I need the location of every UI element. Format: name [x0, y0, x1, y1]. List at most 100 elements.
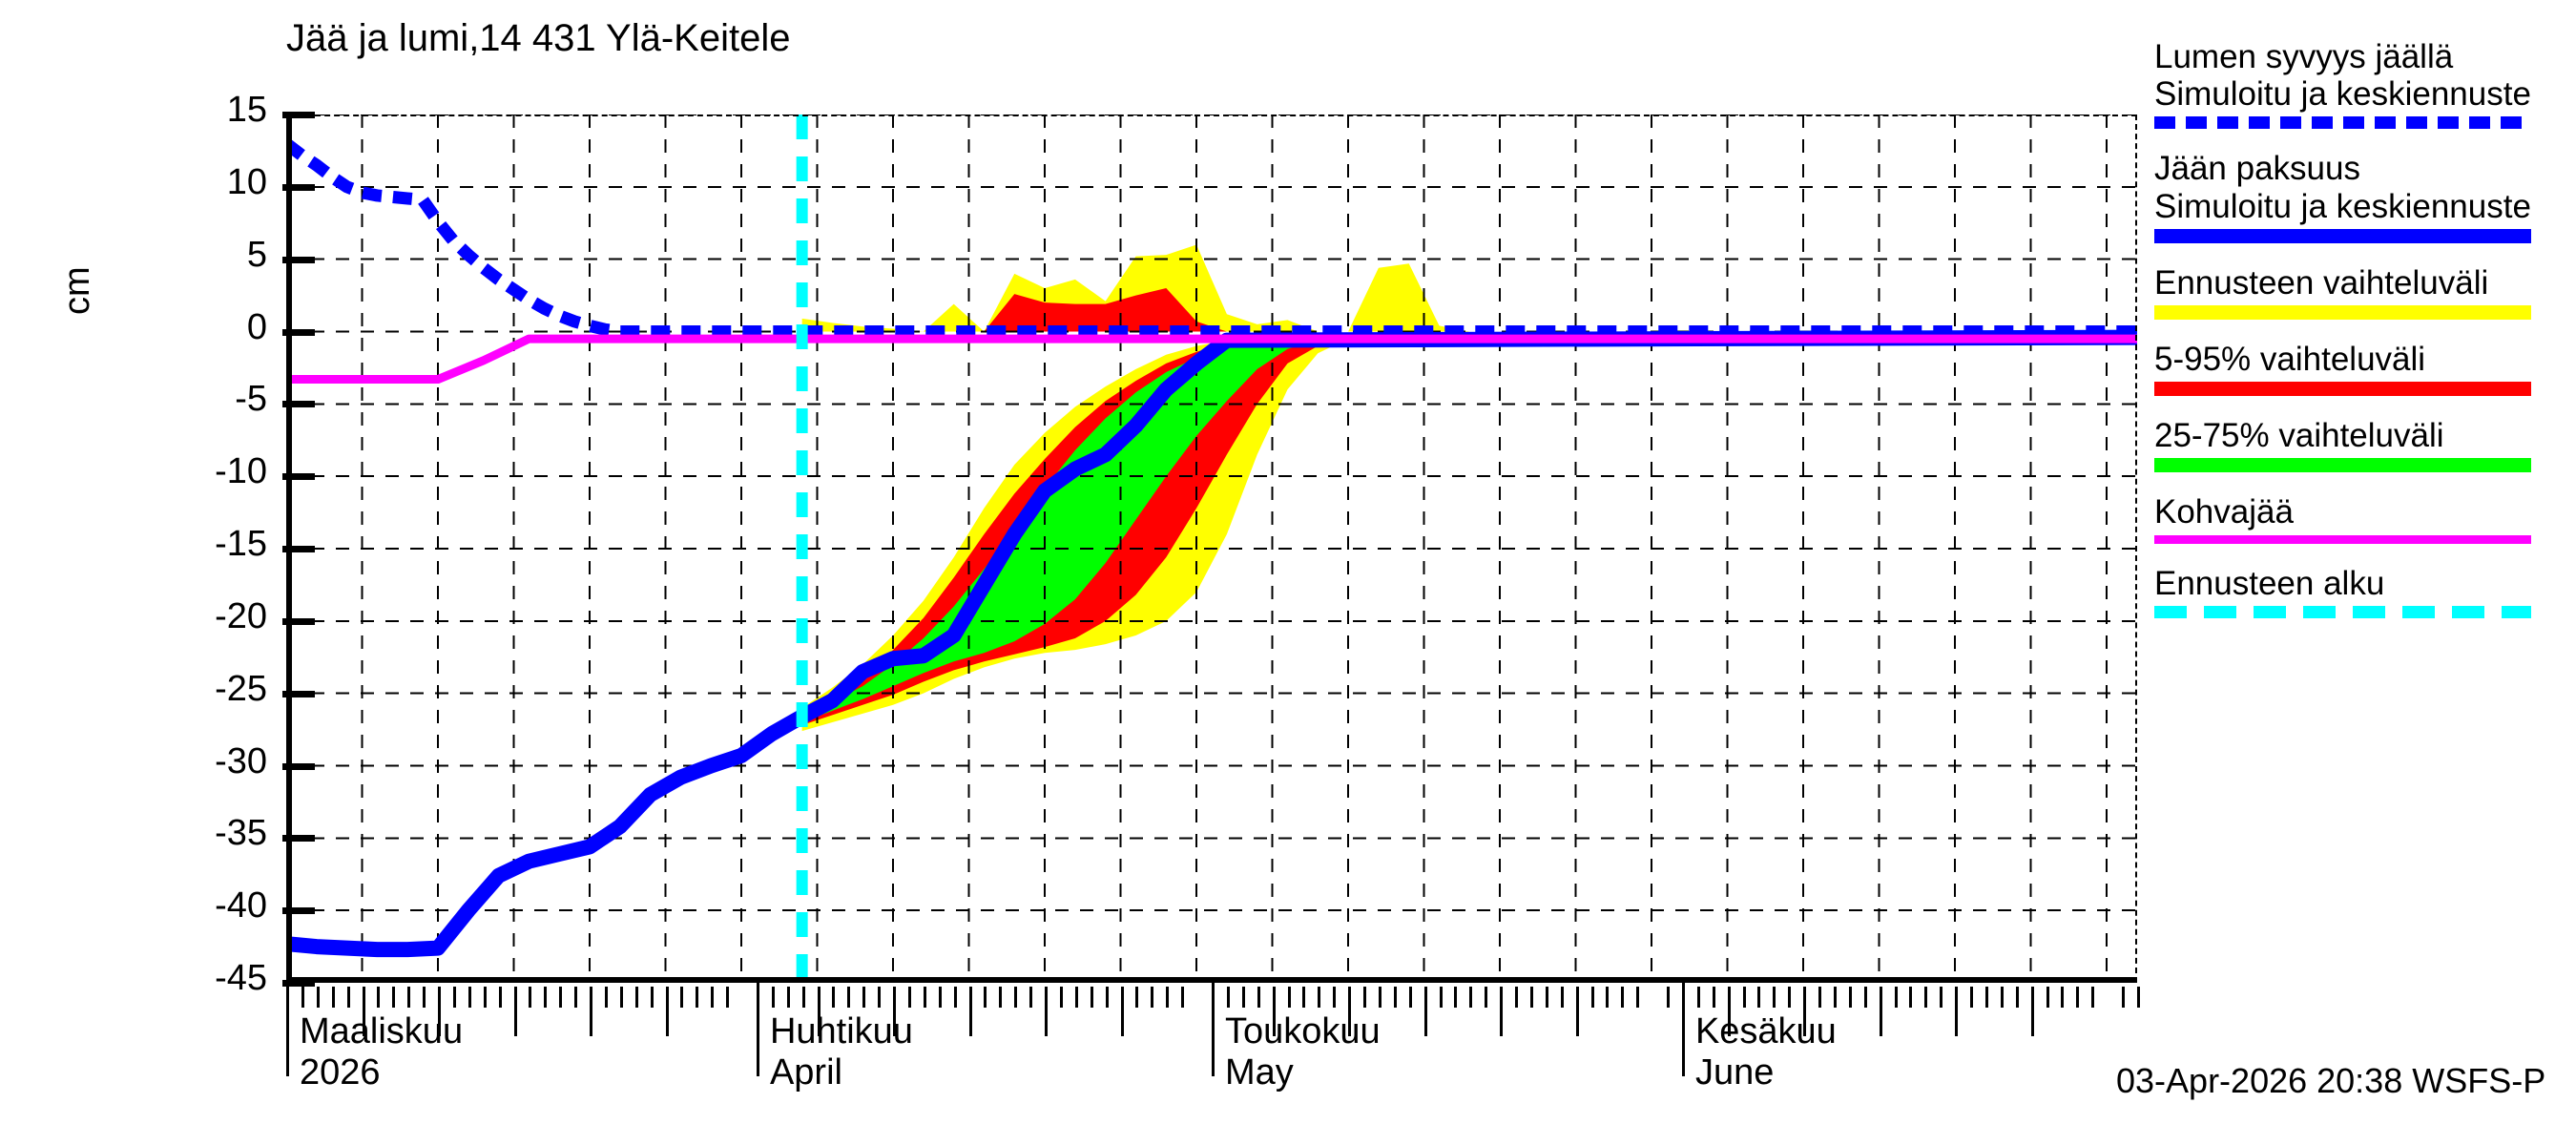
y-tick-mark: [282, 835, 315, 843]
y-tick-mark: [282, 473, 315, 481]
y-tick-mark: [282, 112, 315, 118]
x-minor-tick: [1560, 987, 1564, 1008]
x-minor-tick: [1773, 987, 1776, 1008]
y-tick-mark: [282, 907, 315, 915]
x-major-tick: [1681, 983, 1685, 1076]
legend-swatch-forecast-range: [2154, 304, 2531, 320]
x-minor-tick: [650, 987, 654, 1008]
x-minor-tick: [2091, 987, 2095, 1008]
x-minor-tick: [346, 987, 350, 1008]
x-minor-tick: [574, 987, 578, 1008]
x-minor-tick: [407, 987, 411, 1008]
y-tick-label: 5: [246, 234, 267, 275]
x-minor-tick: [847, 987, 851, 1008]
legend-label-primary: Ennusteen alku: [2154, 564, 2385, 602]
x-minor-tick: [817, 987, 821, 1036]
x-minor-tick: [467, 987, 471, 1008]
y-tick-mark: [282, 328, 315, 336]
x-minor-tick: [1105, 987, 1109, 1008]
y-tick-mark: [282, 401, 315, 408]
x-minor-tick: [1333, 987, 1337, 1008]
y-tick-label: -5: [235, 379, 267, 420]
footer-timestamp: 03-Apr-2026 20:38 WSFS-P: [2116, 1061, 2546, 1100]
y-tick-mark: [282, 690, 315, 697]
x-tick-label-line1: Maaliskuu: [300, 1011, 464, 1051]
x-tick-label-line2: 2026: [300, 1052, 381, 1093]
x-minor-tick: [544, 987, 548, 1008]
x-minor-tick: [529, 987, 532, 1008]
x-major-tick: [286, 983, 289, 1076]
y-tick-mark: [282, 546, 315, 552]
x-minor-tick: [1257, 987, 1260, 1008]
plot-area: [286, 114, 2137, 983]
x-minor-tick: [1515, 987, 1519, 1008]
x-minor-tick: [1485, 987, 1488, 1008]
x-minor-tick: [559, 987, 563, 1008]
legend-label-secondary: Simuloitu ja keskiennuste: [2154, 75, 2531, 114]
legend-swatch-range-25-75: [2154, 458, 2531, 473]
legend-label-primary: 5-95% vaihteluväli: [2154, 340, 2426, 378]
y-tick-label: -35: [215, 813, 267, 854]
legend: Lumen syvyys jäällä Simuloitu ja keskienn…: [2154, 38, 2565, 639]
x-minor-tick: [301, 987, 304, 1008]
x-minor-tick: [665, 987, 669, 1036]
x-minor-tick: [1318, 987, 1321, 1008]
x-minor-tick: [1166, 987, 1170, 1008]
x-minor-tick: [2137, 987, 2140, 1008]
legend-swatch-snow-depth-on-ice: [2154, 116, 2531, 130]
x-minor-tick: [1090, 987, 1093, 1008]
x-minor-tick: [377, 987, 381, 1008]
y-tick-label: -45: [215, 958, 267, 998]
x-minor-tick: [331, 987, 335, 1008]
x-minor-tick: [1378, 987, 1381, 1008]
x-minor-tick: [984, 987, 987, 1008]
legend-label-secondary: Simuloitu ja keskiennuste: [2154, 187, 2531, 225]
legend-item-forecast-range: Ennusteen vaihteluväli: [2154, 264, 2565, 320]
legend-label-primary: Ennusteen vaihteluväli: [2154, 263, 2489, 302]
chart-title: Jää ja lumi,14 431 Ylä-Keitele: [286, 17, 791, 59]
legend-swatch-ice-thickness: [2154, 228, 2531, 243]
x-minor-tick: [893, 987, 897, 1036]
x-minor-tick: [1909, 987, 1913, 1008]
x-minor-tick: [1272, 987, 1276, 1036]
y-tick-label: 15: [226, 90, 267, 130]
y-tick-label: -15: [215, 524, 267, 564]
x-minor-tick: [999, 987, 1003, 1008]
x-tick-label: Toukokuu May: [1225, 1011, 1381, 1094]
x-minor-tick: [878, 987, 882, 1008]
x-minor-tick: [1894, 987, 1898, 1008]
x-minor-tick: [2061, 987, 2065, 1008]
legend-label-primary: Jään paksuus: [2154, 150, 2360, 188]
x-minor-tick: [1469, 987, 1473, 1008]
x-minor-tick: [1348, 987, 1352, 1036]
x-major-tick: [1212, 983, 1215, 1076]
x-minor-tick: [801, 987, 805, 1008]
x-minor-tick: [2122, 987, 2126, 1008]
x-minor-tick: [1439, 987, 1443, 1008]
y-tick-label: -40: [215, 885, 267, 926]
y-tick-label: 0: [246, 306, 267, 347]
x-minor-tick: [1287, 987, 1291, 1008]
x-minor-tick: [634, 987, 638, 1008]
legend-item-forecast-start: Ennusteen alku: [2154, 565, 2565, 618]
x-minor-tick: [1029, 987, 1033, 1008]
x-minor-tick: [1818, 987, 1822, 1008]
x-major-tick: [756, 983, 759, 1076]
x-minor-tick: [1636, 987, 1640, 1008]
x-minor-tick: [1803, 987, 1807, 1036]
y-tick-mark: [282, 617, 315, 625]
x-minor-tick: [316, 987, 320, 1008]
x-minor-tick: [968, 987, 972, 1036]
x-tick-label-line1: Kesäkuu: [1694, 1011, 1837, 1051]
legend-item-range-5-95: 5-95% vaihteluväli: [2154, 340, 2565, 397]
x-tick-label: Maaliskuu 2026: [300, 1011, 463, 1094]
x-minor-tick: [513, 987, 517, 1036]
x-tick-label: Huhtikuu April: [770, 1011, 913, 1094]
x-minor-tick: [680, 987, 684, 1008]
x-minor-tick: [1590, 987, 1594, 1008]
x-minor-tick: [1606, 987, 1610, 1008]
x-minor-tick: [726, 987, 730, 1008]
x-minor-tick: [1120, 987, 1124, 1036]
x-minor-tick: [1500, 987, 1504, 1036]
